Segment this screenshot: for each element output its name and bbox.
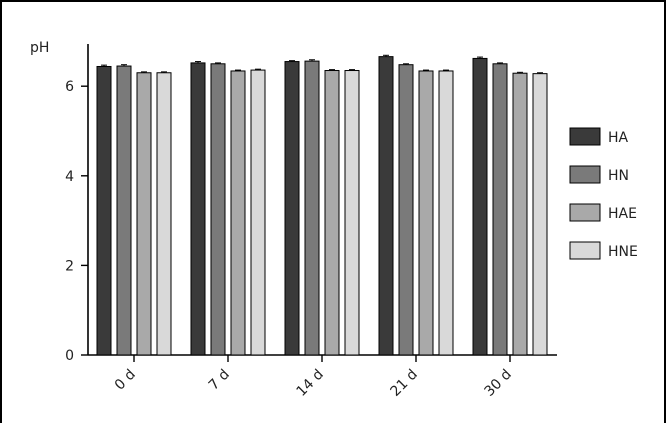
bar-hne-21d — [438, 70, 454, 356]
y-tick-label: 2 — [65, 258, 74, 274]
bar-hae-30d — [512, 72, 528, 356]
x-tick-label: 0 d — [112, 367, 139, 394]
y-tick-label: 4 — [65, 169, 74, 185]
x-ticks: 0 d 7 d 14 d 21 d 30 d — [112, 355, 515, 400]
legend-label-hae: HAE — [608, 206, 637, 222]
bar-hae-21d — [418, 70, 434, 356]
y-tick-label: 0 — [65, 348, 74, 364]
bar-hn-21d — [398, 64, 414, 356]
y-tick-label: 6 — [65, 79, 74, 95]
bar-hn-30d — [492, 63, 508, 356]
legend-label-ha: HA — [608, 130, 629, 146]
bar-hne-7d — [250, 69, 266, 356]
bar-hae-7d — [230, 70, 246, 356]
y-ticks: 0 2 4 6 — [65, 79, 88, 364]
x-tick-label: 14 d — [293, 367, 326, 400]
bar-hae-0d — [136, 72, 152, 356]
bars — [96, 54, 548, 356]
x-tick-label: 7 d — [206, 367, 233, 394]
y-axis-label: pH — [30, 40, 49, 56]
bar-ha-0d — [96, 65, 112, 356]
legend-swatch-hn — [569, 165, 601, 184]
legend-label-hn: HN — [608, 168, 629, 184]
bar-hae-14d — [324, 70, 340, 356]
legend-label-hne: HNE — [608, 244, 638, 260]
legend: HA HN HAE HNE — [569, 127, 638, 260]
legend-swatch-hne — [569, 241, 601, 260]
legend-swatch-hae — [569, 203, 601, 222]
bar-ha-21d — [378, 56, 394, 356]
bar-ha-30d — [472, 57, 488, 356]
bar-hne-0d — [156, 72, 172, 356]
x-tick-label: 30 d — [481, 367, 514, 400]
bar-ha-7d — [190, 62, 206, 356]
x-tick-label: 21 d — [387, 367, 420, 400]
legend-swatch-ha — [569, 127, 601, 146]
bar-hn-14d — [304, 60, 320, 356]
bar-hn-7d — [210, 63, 226, 356]
bar-ha-14d — [284, 61, 300, 356]
bar-hn-0d — [116, 65, 132, 356]
bar-hne-14d — [344, 70, 360, 356]
bar-hne-30d — [532, 73, 548, 356]
